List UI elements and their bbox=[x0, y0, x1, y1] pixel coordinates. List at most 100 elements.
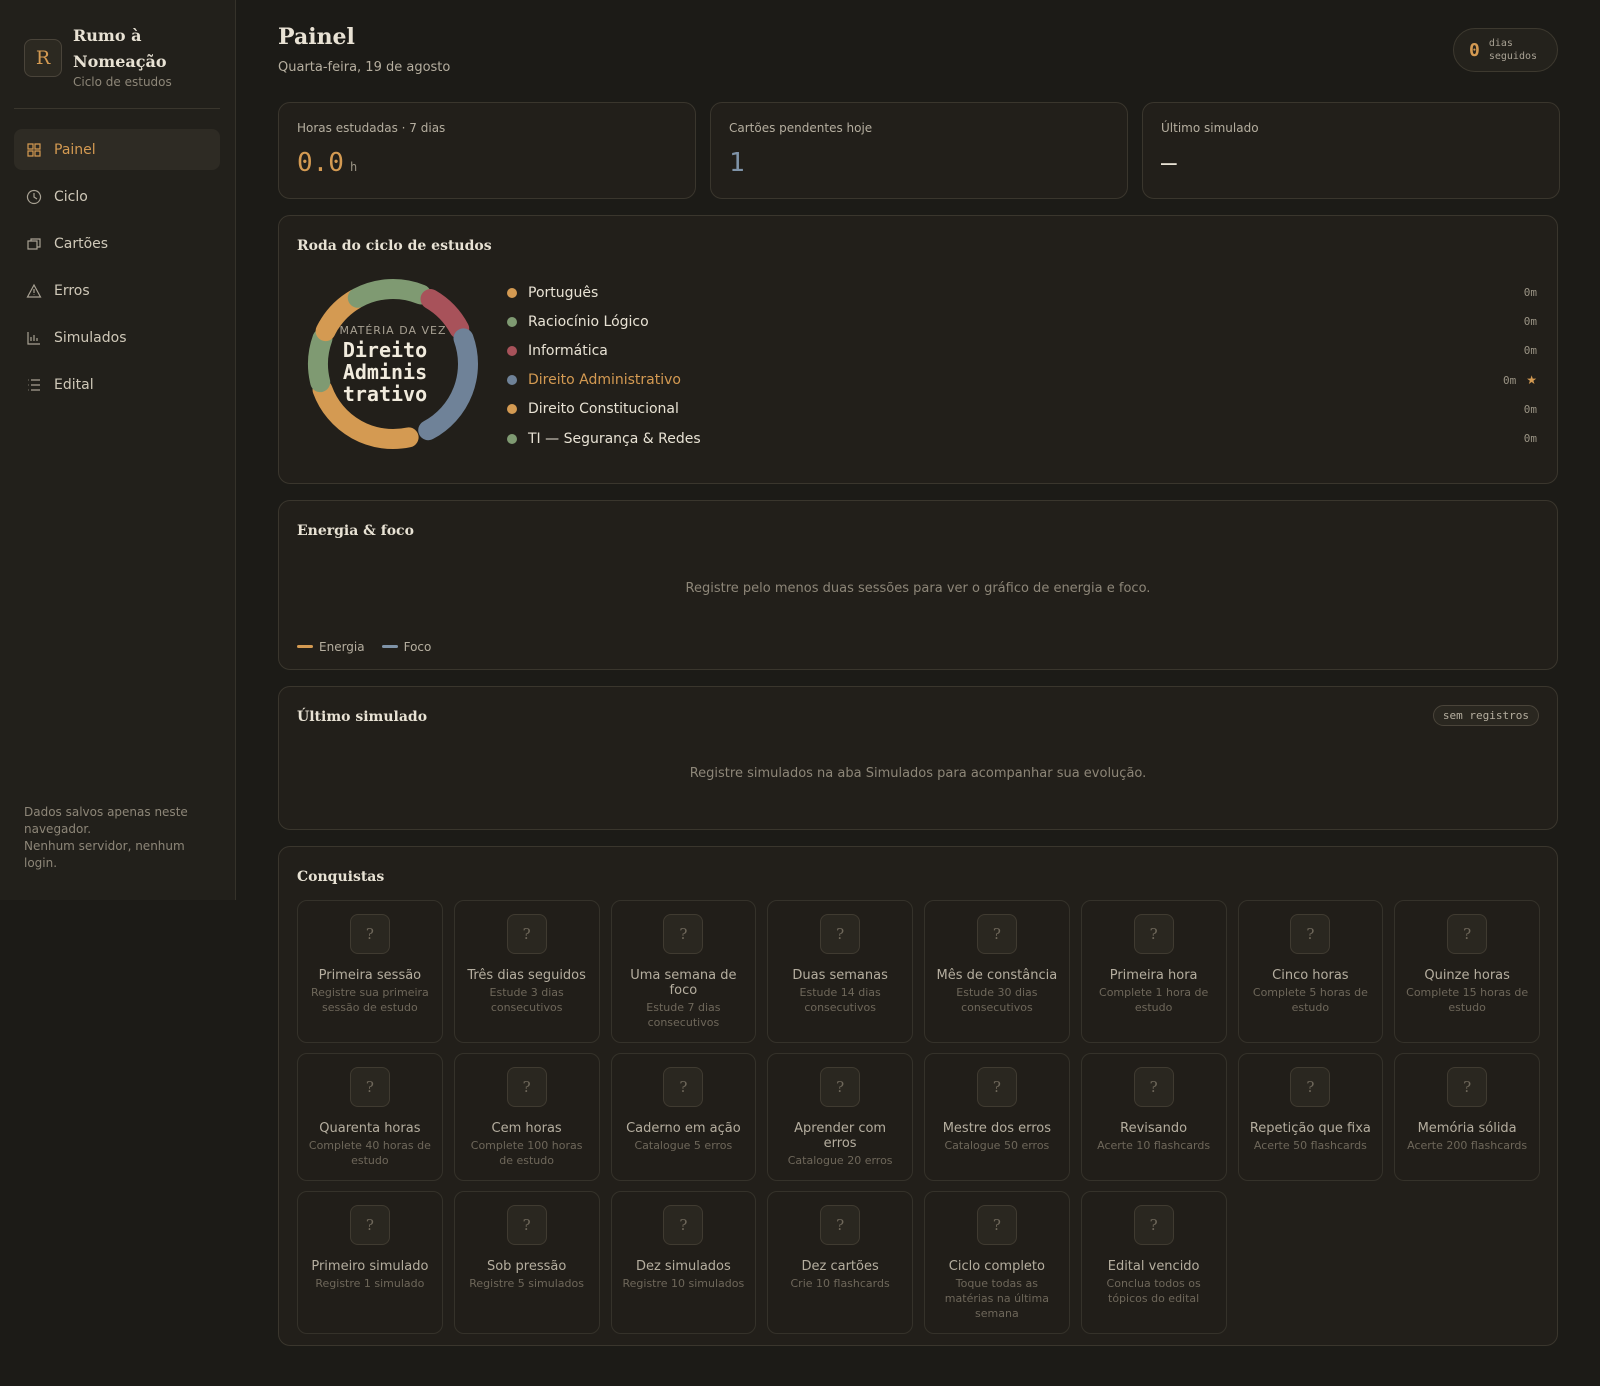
achievement-icon: ? bbox=[820, 914, 861, 954]
achievement-desc: Acerte 10 flashcards bbox=[1097, 1139, 1211, 1152]
nav-label: Cartões bbox=[54, 235, 109, 252]
nav-label: Simulados bbox=[54, 329, 127, 346]
current-marker: ★ bbox=[1526, 373, 1537, 388]
empty-message: Registre simulados na aba Simulados para… bbox=[689, 766, 1147, 781]
achievement-desc: Registre sua primeira sessão de estudo bbox=[310, 986, 429, 1014]
stat-number: 1 bbox=[729, 148, 745, 178]
achievement-name: Aprender com erros bbox=[794, 1121, 887, 1151]
wheel-segment bbox=[347, 279, 432, 308]
stat-value: 1 bbox=[729, 148, 745, 178]
nav-label: Erros bbox=[54, 282, 90, 299]
nav-item[interactable]: Cartões bbox=[14, 223, 220, 264]
achievement-icon: ? bbox=[349, 1205, 390, 1245]
achievement: ? Cinco horas Complete 5 horas de estudo bbox=[1237, 900, 1384, 1043]
icon-path bbox=[28, 378, 40, 391]
wheel-segment bbox=[308, 328, 333, 393]
achievement-name: Primeira hora bbox=[1109, 968, 1198, 983]
subject-time: 0m bbox=[1523, 432, 1537, 446]
subject-time: 0m bbox=[1523, 344, 1537, 358]
achievement-name: Quarenta horas bbox=[319, 1121, 421, 1136]
wheel-segment bbox=[420, 289, 470, 339]
achievement-name: Cinco horas bbox=[1272, 968, 1349, 983]
subject-row: Raciocínio Lógico 0m bbox=[507, 307, 1537, 336]
achievement: ? Cem horas Complete 100 horas de estudo bbox=[453, 1053, 600, 1181]
achievement-name: Três dias seguidos bbox=[467, 968, 586, 983]
last-sim-card: Último simulado sem registros Registre s… bbox=[278, 686, 1558, 830]
achievement: ? Aprender com erros Catalogue 20 erros bbox=[767, 1053, 913, 1181]
achievement-name: Ciclo completo bbox=[948, 1259, 1045, 1274]
divider bbox=[14, 108, 220, 109]
nav-icon bbox=[27, 237, 41, 250]
achievement-name: Mestre dos erros bbox=[942, 1121, 1052, 1136]
achievement-icon: ? bbox=[506, 1067, 547, 1107]
stat-number: 0.0 bbox=[297, 148, 344, 178]
nav-icon bbox=[26, 283, 42, 298]
achievements-card: Conquistas ? Primeira sessão Registre sua … bbox=[278, 846, 1558, 1346]
achievement-icon: ? bbox=[1133, 1205, 1174, 1245]
achievement: ? Uma semana de foco Estude 7 dias consecu… bbox=[610, 900, 757, 1043]
achievement-desc: Registre 5 simulados bbox=[469, 1277, 584, 1290]
achievement: ? Primeira sessão Registre sua primeira se… bbox=[297, 900, 443, 1043]
achievement-icon: ? bbox=[506, 1205, 547, 1245]
card-title: Roda do ciclo de estudos bbox=[297, 238, 492, 254]
nav: Painel Ciclo Cartões Erros Simulados Edital bbox=[14, 129, 220, 411]
badge: sem registros bbox=[1432, 705, 1539, 726]
subject-row: Direito Administrativo 0m ★ bbox=[507, 366, 1537, 395]
subject-name: Raciocínio Lógico bbox=[528, 313, 649, 330]
achievement-name: Caderno em ação bbox=[626, 1121, 741, 1136]
sidebar-note: Dados salvos apenas neste navegador. Nenh… bbox=[24, 804, 204, 872]
achievement-desc: Crie 10 flashcards bbox=[790, 1277, 890, 1290]
page-title: Painel bbox=[278, 24, 355, 50]
achievement-desc: Catalogue 20 erros bbox=[787, 1154, 893, 1167]
nav-icon bbox=[27, 142, 41, 157]
icon-path bbox=[26, 189, 42, 204]
card-title: Conquistas bbox=[297, 869, 385, 885]
wheel-segment bbox=[312, 379, 419, 449]
stat-label: Último simulado bbox=[1161, 121, 1259, 135]
nav-item[interactable]: Ciclo bbox=[14, 176, 220, 217]
achievement-name: Memória sólida bbox=[1417, 1121, 1517, 1136]
achievement-name: Cem horas bbox=[491, 1121, 562, 1136]
subject-name: TI — Segurança & Redes bbox=[528, 430, 701, 447]
nav-item[interactable]: Erros bbox=[14, 270, 220, 311]
achievement-name: Repetição que fixa bbox=[1249, 1121, 1371, 1136]
achievement-desc: Estude 30 dias consecutivos bbox=[956, 986, 1038, 1014]
subject-name: Português bbox=[528, 284, 599, 301]
wheel-label: MATÉRIA DA VEZ bbox=[339, 324, 446, 337]
achievement-icon: ? bbox=[976, 1067, 1017, 1107]
subject-dot bbox=[507, 287, 517, 298]
achievement: ? Ciclo completo Toque todas as matérias n… bbox=[924, 1191, 1070, 1334]
icon-path bbox=[27, 237, 41, 250]
subject-name: Direito Administrativo bbox=[528, 372, 681, 389]
subject-dot bbox=[507, 316, 517, 327]
achievement: ? Memória sólida Acerte 200 flashcards bbox=[1394, 1053, 1540, 1181]
achievement-name: Dez cartões bbox=[801, 1259, 879, 1274]
achievement: ? Sob pressão Registre 5 simulados bbox=[453, 1191, 600, 1334]
subject-list: Português 0m Raciocínio Lógico 0m Informátic… bbox=[507, 278, 1537, 453]
nav-item[interactable]: Simulados bbox=[14, 317, 220, 358]
achievement: ? Mês de constância Estude 30 dias consecu… bbox=[924, 900, 1070, 1043]
achievement-desc: Acerte 50 flashcards bbox=[1253, 1139, 1367, 1152]
achievement-desc: Catalogue 5 erros bbox=[634, 1139, 733, 1152]
achievement-icon: ? bbox=[820, 1067, 861, 1107]
wheel-current: trativo bbox=[343, 382, 427, 406]
brand-logo: R bbox=[24, 39, 62, 77]
achievement-icon: ? bbox=[976, 1205, 1017, 1245]
stat-number: — bbox=[1161, 148, 1177, 178]
nav-item[interactable]: Edital bbox=[14, 364, 220, 405]
streak-label: dias seguidos bbox=[1488, 38, 1538, 62]
nav-icon bbox=[27, 331, 40, 345]
legend-label: Foco bbox=[403, 639, 432, 654]
achievement-icon: ? bbox=[1447, 1067, 1488, 1107]
stat-value: — bbox=[1161, 148, 1177, 178]
achievement-grid: ? Primeira sessão Registre sua primeira se… bbox=[297, 900, 1540, 1334]
wheel-current: Direito bbox=[343, 338, 427, 362]
subject-dot bbox=[507, 433, 517, 444]
nav-item[interactable]: Painel bbox=[14, 129, 220, 170]
achievement-name: Primeira sessão bbox=[318, 968, 422, 983]
subject-row: Direito Constitucional 0m bbox=[507, 395, 1537, 424]
legend-swatch bbox=[381, 645, 398, 648]
achievement-desc: Catalogue 50 erros bbox=[944, 1139, 1050, 1152]
nav-icon bbox=[26, 189, 42, 204]
